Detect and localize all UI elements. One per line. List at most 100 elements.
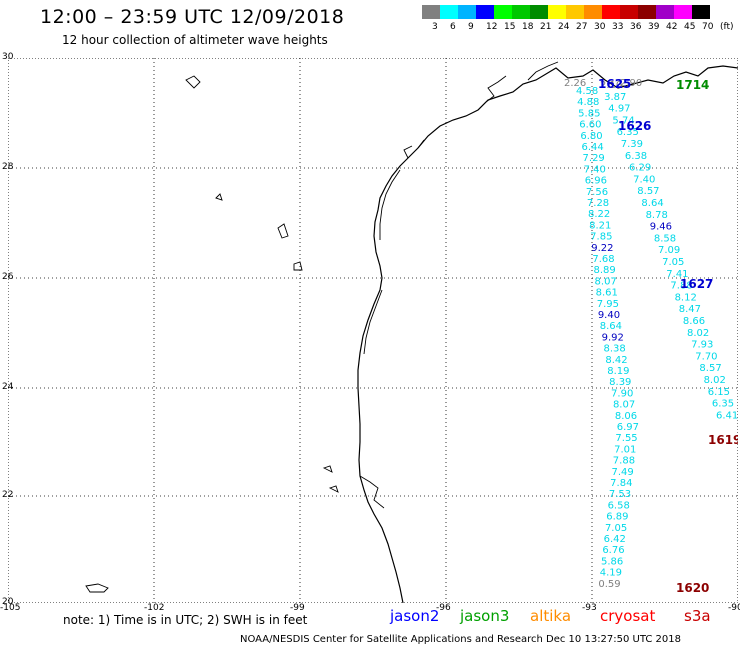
legend-label: 15 [504,22,516,32]
wave-height-value: 8.66 [683,316,705,327]
legend-label: 30 [594,22,606,32]
wave-height-value: 8.57 [699,363,721,374]
wave-height-value: 4.88 [577,97,599,108]
wave-height-value: 9.46 [650,222,672,233]
satellite-label: jason2 [390,607,440,625]
legend-swatch [476,5,494,19]
wave-height-value: 7.05 [605,523,627,534]
lat-label: 28 [2,162,14,172]
pass-number-label: 1620 [676,581,709,595]
wave-height-value: 8.57 [637,186,659,197]
wave-height-value: 8.78 [646,210,668,221]
wave-height-value: 7.53 [609,489,631,500]
wave-height-value: 8.89 [593,265,615,276]
legend-label: 36 [630,22,642,32]
chart-title: 12:00 – 23:59 UTC 12/09/2018 [40,6,345,28]
wave-height-value: 8.42 [605,355,627,366]
wave-height-value: 6.35 [617,127,639,138]
legend-swatch [674,5,692,19]
wave-height-value: 5.85 [578,108,600,119]
legend-label: 33 [612,22,624,32]
legend-label: 6 [450,22,456,32]
wave-height-value: 7.93 [691,340,713,351]
lat-label: 22 [2,490,14,500]
legend-swatch [512,5,530,19]
legend-label: 24 [558,22,570,32]
wave-height-value: 4.97 [608,104,630,115]
wave-height-value: 8.22 [588,209,610,220]
wave-height-value: 6.96 [585,176,607,187]
lat-label: 24 [2,382,14,392]
legend-swatch [638,5,656,19]
legend-swatch [494,5,512,19]
wave-height-value: 7.56 [586,187,608,198]
wave-height-value: 8.47 [679,304,701,315]
legend-label: 21 [540,22,552,32]
wave-height-value: 8.02 [687,328,709,339]
legend-swatch [440,5,458,19]
wave-height-value: 6.58 [608,500,630,511]
wave-height-value: 7.29 [583,153,605,164]
wave-height-value: 8.64 [641,198,663,209]
wave-height-value: 6.38 [625,151,647,162]
wave-height-value: 9.22 [591,243,613,254]
lake-outline [85,75,339,593]
wave-height-value: 8.07 [613,400,635,411]
wave-height-value: 7.49 [611,467,633,478]
footer-note: note: 1) Time is in UTC; 2) SWH is in fe… [63,613,308,627]
wave-height-value: 6.42 [604,534,626,545]
legend-label: 12 [486,22,498,32]
wave-height-value: 7.01 [614,444,636,455]
wave-height-value: 7.88 [613,456,635,467]
wave-height-value: 8.61 [596,288,618,299]
wave-height-value: 8.64 [600,321,622,332]
wave-height-value: 7.09 [658,245,680,256]
wave-height-value: 7.28 [587,198,609,209]
wave-height-value: 4.19 [600,568,622,579]
wave-height-value: 5.74 [612,115,634,126]
wave-height-value: 4.58 [576,86,598,97]
satellite-label: jason3 [460,607,510,625]
legend-label: 39 [648,22,660,32]
bay-outline [359,61,559,509]
wave-height-value: 2.10 [600,80,622,91]
wave-height-value: 8.38 [603,344,625,355]
legend-swatch [602,5,620,19]
legend-swatch [548,5,566,19]
grid-lines [8,58,738,603]
legend-label: 70 [702,22,714,32]
legend-label: 45 [684,22,696,32]
wave-height-value: 7.84 [610,478,632,489]
wave-height-value: 7.39 [621,139,643,150]
legend-label: 18 [522,22,534,32]
wave-height-value: 6.44 [581,142,603,153]
legend-swatch [422,5,440,19]
lon-label: -102 [144,603,165,613]
wave-height-value: 7.70 [695,351,717,362]
wave-height-value: 8.07 [595,276,617,287]
lon-label: -96 [436,603,451,613]
legend-swatch [656,5,674,19]
color-legend: 3 6 9 12 15 18 21 24 27 30 33 36 39 42 45 70 (ft) [422,5,740,32]
pass-number-label: 1626 [618,119,651,133]
lon-label: -105 [0,603,21,613]
legend-swatch [530,5,548,19]
legend-swatch [692,5,710,19]
wave-height-value: 6.35 [712,399,734,410]
satellite-label: cryosat [600,607,656,625]
legend-swatch [566,5,584,19]
wave-height-value: 6.41 [716,410,738,421]
wave-height-value: 7.90 [611,388,633,399]
lat-label: 20 [2,597,14,607]
wave-height-value: 6.97 [617,422,639,433]
pass-number-label: 1625 [598,77,631,91]
legend-swatch [584,5,602,19]
wave-height-value: 8.21 [589,220,611,231]
legend-label: (ft) [720,22,734,32]
legend-swatch [620,5,638,19]
wave-height-value: 8.58 [654,233,676,244]
wave-height-value: 6.76 [602,545,624,556]
legend-swatch [458,5,476,19]
wave-height-value: 8.06 [615,411,637,422]
wave-height-value: 6.60 [579,120,601,131]
